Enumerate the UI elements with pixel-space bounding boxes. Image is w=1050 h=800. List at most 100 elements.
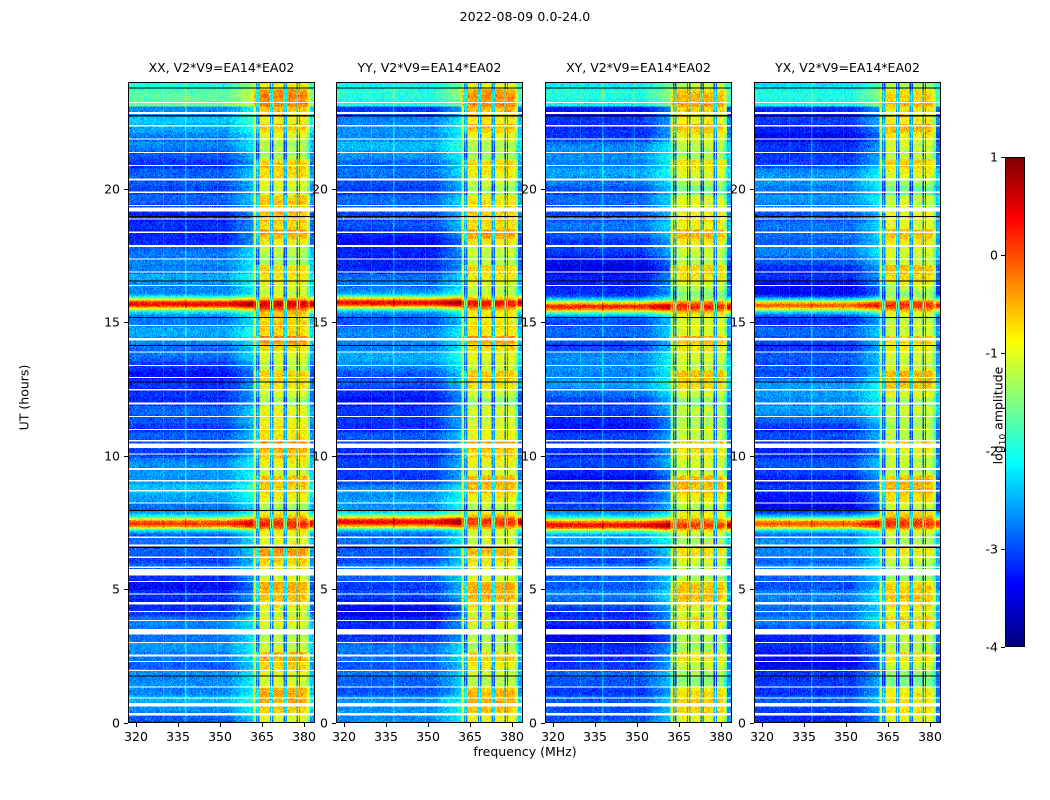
y-tick-mark [541,456,545,457]
x-tick-mark [220,723,221,727]
colorbar-tick-mark [1001,353,1005,354]
y-tick-mark [750,189,754,190]
x-tick-label: 320 [750,729,774,744]
colorbar-label: log10 amplitude [990,356,1009,476]
y-tick-mark [750,589,754,590]
y-tick-label: 20 [521,181,537,197]
y-tick-mark [124,723,128,724]
x-tick-label: 380 [918,729,942,744]
x-tick-mark [637,723,638,727]
y-tick-mark [332,322,336,323]
x-tick-mark [930,723,931,727]
x-tick-mark [470,723,471,727]
x-tick-mark [804,723,805,727]
colorbar-tick-label: -2 [985,443,998,459]
y-tick-mark [124,589,128,590]
y-tick-mark [124,189,128,190]
panel-title-xx: XX, V2*V9=EA14*EA02 [148,60,295,75]
panel-title-xy: XY, V2*V9=EA14*EA02 [566,60,711,75]
x-tick-label: 350 [416,729,440,744]
x-tick-label: 335 [166,729,190,744]
x-tick-label: 365 [250,729,274,744]
x-tick-mark [721,723,722,727]
x-tick-label: 335 [583,729,607,744]
x-tick-label: 320 [332,729,356,744]
x-tick-mark [679,723,680,727]
x-tick-label: 335 [792,729,816,744]
x-tick-mark [386,723,387,727]
x-tick-label: 350 [834,729,858,744]
y-tick-label: 5 [738,581,746,597]
colorbar-label-sub: 10 [998,433,1009,446]
x-tick-label: 350 [208,729,232,744]
waterfall-panel-xx [128,82,315,723]
y-tick-label: 15 [312,314,328,330]
waterfall-panel-yx [754,82,941,723]
colorbar-tick-mark [1001,549,1005,550]
x-tick-mark [262,723,263,727]
y-tick-mark [332,189,336,190]
colorbar-tick-label: 0 [990,247,998,263]
colorbar-tick-mark [1001,255,1005,256]
x-tick-mark [344,723,345,727]
y-tick-label: 5 [529,581,537,597]
x-tick-mark [512,723,513,727]
x-tick-label: 380 [709,729,733,744]
x-tick-mark [178,723,179,727]
y-tick-label: 20 [104,181,120,197]
y-axis-label: UT (hours) [16,364,32,431]
x-tick-label: 380 [292,729,316,744]
colorbar-label-prefix: log [990,445,1006,465]
x-axis-label: frequency (MHz) [473,744,577,759]
x-tick-mark [428,723,429,727]
y-tick-label: 5 [112,581,120,597]
y-tick-mark [124,322,128,323]
x-tick-label: 380 [500,729,524,744]
figure-suptitle: 2022-08-09 0.0-24.0 [459,9,591,24]
waterfall-panel-xy [545,82,732,723]
colorbar-tick-label: 1 [990,149,998,165]
y-tick-mark [332,456,336,457]
colorbar-tick-mark [1001,451,1005,452]
x-tick-label: 335 [374,729,398,744]
y-tick-label: 15 [521,314,537,330]
colorbar-label-suffix: amplitude [990,366,1006,434]
colorbar-tick-label: -1 [985,345,998,361]
x-tick-mark [304,723,305,727]
waterfall-panel-yy [336,82,523,723]
y-tick-mark [750,723,754,724]
x-tick-label: 365 [458,729,482,744]
colorbar-tick-label: -4 [985,639,998,655]
y-tick-mark [750,322,754,323]
y-tick-label: 15 [104,314,120,330]
y-tick-label: 10 [521,448,537,464]
colorbar-tick-mark [1001,157,1005,158]
x-tick-mark [136,723,137,727]
y-tick-label: 10 [104,448,120,464]
y-tick-label: 0 [112,715,120,731]
y-tick-label: 20 [312,181,328,197]
y-tick-mark [541,589,545,590]
y-tick-mark [541,322,545,323]
y-tick-label: 0 [738,715,746,731]
y-tick-mark [332,589,336,590]
x-tick-mark [888,723,889,727]
y-tick-label: 20 [730,181,746,197]
x-tick-mark [762,723,763,727]
x-tick-mark [595,723,596,727]
y-tick-label: 0 [320,715,328,731]
x-tick-label: 320 [541,729,565,744]
x-tick-label: 350 [625,729,649,744]
y-tick-mark [541,723,545,724]
x-tick-mark [553,723,554,727]
colorbar-tick-label: -3 [985,541,998,557]
y-tick-label: 0 [529,715,537,731]
panel-title-yx: YX, V2*V9=EA14*EA02 [775,60,920,75]
y-tick-label: 10 [730,448,746,464]
x-tick-label: 365 [667,729,691,744]
colorbar [1005,157,1025,647]
x-tick-label: 365 [876,729,900,744]
y-tick-mark [750,456,754,457]
y-tick-label: 10 [312,448,328,464]
